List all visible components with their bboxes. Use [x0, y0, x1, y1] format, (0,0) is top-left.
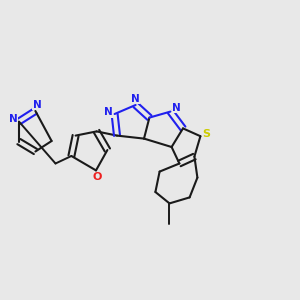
- Text: N: N: [8, 113, 17, 124]
- Text: N: N: [131, 94, 140, 104]
- Text: N: N: [103, 107, 112, 117]
- Text: S: S: [202, 129, 210, 139]
- Text: N: N: [172, 103, 181, 113]
- Text: O: O: [93, 172, 102, 182]
- Text: N: N: [33, 100, 42, 110]
